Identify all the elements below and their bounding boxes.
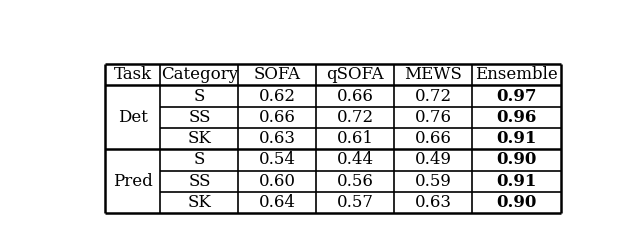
Text: 0.96: 0.96 [497,109,537,126]
Text: MEWS: MEWS [404,66,462,83]
Text: Ensemble: Ensemble [476,66,558,83]
Text: SOFA: SOFA [254,66,301,83]
Text: SK: SK [188,130,211,147]
Text: Det: Det [118,109,148,126]
Text: 0.66: 0.66 [259,109,296,126]
Text: 0.49: 0.49 [415,151,452,168]
Text: 0.90: 0.90 [497,151,537,168]
Text: 0.59: 0.59 [415,173,452,190]
Text: S: S [194,88,205,105]
Text: 0.62: 0.62 [259,88,296,105]
Text: Pred: Pred [113,173,152,190]
Text: SS: SS [188,109,211,126]
Text: S: S [194,151,205,168]
Text: 0.72: 0.72 [415,88,452,105]
Text: qSOFA: qSOFA [326,66,384,83]
Text: 0.97: 0.97 [497,88,537,105]
Text: 0.72: 0.72 [337,109,374,126]
Text: 0.61: 0.61 [337,130,374,147]
Text: SS: SS [188,173,211,190]
Text: 0.66: 0.66 [415,130,452,147]
Text: 0.63: 0.63 [415,194,452,211]
Text: 0.76: 0.76 [415,109,452,126]
Text: Task: Task [113,66,152,83]
Text: SK: SK [188,194,211,211]
Text: 0.57: 0.57 [337,194,374,211]
Text: 0.56: 0.56 [337,173,374,190]
Text: 0.60: 0.60 [259,173,296,190]
Text: 0.44: 0.44 [337,151,374,168]
Text: 0.91: 0.91 [497,130,537,147]
Text: 0.63: 0.63 [259,130,296,147]
Text: 0.54: 0.54 [259,151,296,168]
Text: 0.90: 0.90 [497,194,537,211]
Text: 0.66: 0.66 [337,88,374,105]
Text: Category: Category [161,66,238,83]
Text: 0.91: 0.91 [497,173,537,190]
Text: 0.64: 0.64 [259,194,296,211]
